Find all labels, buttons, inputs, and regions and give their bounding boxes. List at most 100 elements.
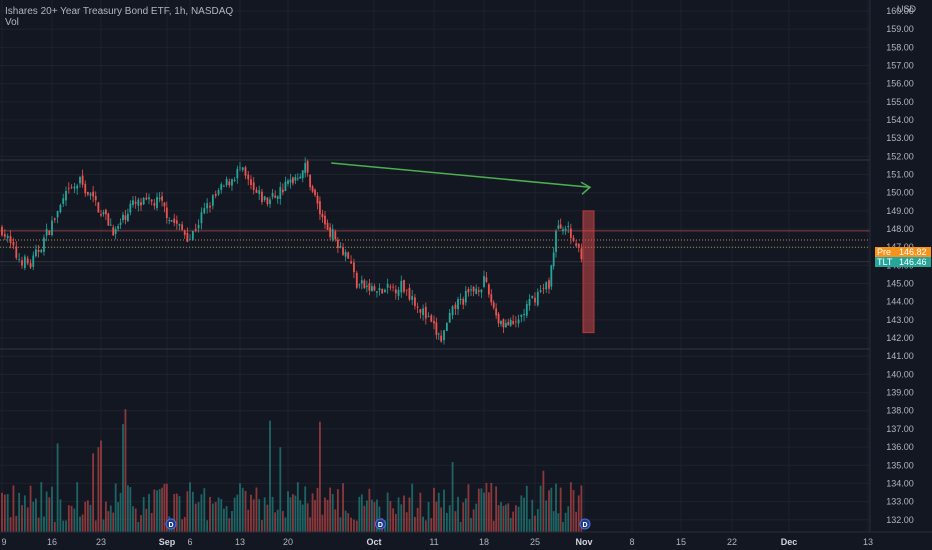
- candle-body[interactable]: [191, 230, 194, 240]
- candle-body[interactable]: [542, 287, 545, 289]
- candle-body[interactable]: [435, 322, 438, 335]
- candle-body[interactable]: [114, 229, 117, 234]
- candle-body[interactable]: [292, 177, 294, 184]
- candle-body[interactable]: [233, 179, 236, 181]
- candle-body[interactable]: [384, 289, 386, 293]
- candle-body[interactable]: [53, 218, 56, 220]
- candle-body[interactable]: [472, 287, 475, 292]
- candle-body[interactable]: [405, 289, 408, 291]
- candle-body[interactable]: [112, 227, 115, 236]
- trend-arrow-line[interactable]: [331, 162, 591, 188]
- candle-body[interactable]: [430, 315, 433, 322]
- candle-body[interactable]: [252, 182, 255, 191]
- candle-body[interactable]: [394, 289, 397, 294]
- candle-body[interactable]: [490, 294, 493, 303]
- candle-body[interactable]: [509, 319, 512, 326]
- candle-body[interactable]: [261, 191, 263, 202]
- candle-body[interactable]: [97, 202, 100, 213]
- candle-body[interactable]: [448, 312, 451, 323]
- candle-body[interactable]: [311, 186, 314, 192]
- candle-body[interactable]: [86, 191, 89, 195]
- candle-body[interactable]: [329, 227, 332, 238]
- candle-body[interactable]: [117, 226, 120, 229]
- dividend-marker-icon[interactable]: [165, 518, 177, 530]
- candle-body[interactable]: [94, 195, 97, 201]
- candle-body[interactable]: [15, 246, 18, 258]
- candle-body[interactable]: [445, 323, 448, 331]
- candle-body[interactable]: [250, 179, 252, 185]
- candle-body[interactable]: [239, 167, 241, 169]
- candle-body[interactable]: [577, 243, 580, 248]
- candle-body[interactable]: [381, 288, 384, 294]
- candle-body[interactable]: [347, 252, 350, 259]
- candle-body[interactable]: [150, 199, 153, 202]
- candle-body[interactable]: [200, 212, 203, 224]
- candle-body[interactable]: [100, 214, 102, 216]
- candle-body[interactable]: [326, 222, 329, 230]
- candle-body[interactable]: [475, 288, 478, 295]
- candle-body[interactable]: [119, 222, 122, 225]
- candle-body[interactable]: [48, 230, 51, 236]
- candle-body[interactable]: [51, 220, 53, 236]
- candle-body[interactable]: [26, 258, 29, 264]
- candle-body[interactable]: [483, 276, 485, 287]
- candle-body[interactable]: [73, 186, 76, 189]
- candle-body[interactable]: [173, 218, 176, 223]
- candle-body[interactable]: [107, 213, 110, 226]
- candle-body[interactable]: [294, 177, 297, 181]
- candle-body[interactable]: [552, 252, 555, 267]
- candle-body[interactable]: [457, 299, 459, 310]
- candle-body[interactable]: [186, 232, 189, 242]
- candle-body[interactable]: [156, 196, 158, 209]
- candle-body[interactable]: [454, 304, 457, 309]
- candle-body[interactable]: [564, 228, 567, 231]
- candle-body[interactable]: [427, 316, 430, 318]
- candle-body[interactable]: [175, 220, 178, 224]
- candle-body[interactable]: [514, 321, 517, 323]
- candle-body[interactable]: [129, 203, 132, 213]
- candle-body[interactable]: [274, 195, 277, 198]
- candle-body[interactable]: [197, 224, 200, 229]
- candle-body[interactable]: [92, 191, 95, 197]
- candle-body[interactable]: [178, 223, 181, 226]
- candle-body[interactable]: [247, 174, 250, 180]
- candle-body[interactable]: [228, 181, 231, 186]
- candle-body[interactable]: [3, 234, 6, 237]
- candle-body[interactable]: [276, 196, 279, 199]
- candle-body[interactable]: [580, 248, 583, 260]
- candle-body[interactable]: [29, 263, 32, 268]
- candle-body[interactable]: [206, 203, 209, 209]
- candle-body[interactable]: [301, 170, 304, 179]
- candle-body[interactable]: [258, 190, 261, 194]
- candle-body[interactable]: [217, 190, 220, 195]
- candle-body[interactable]: [279, 187, 282, 199]
- candle-body[interactable]: [214, 193, 217, 196]
- candle-body[interactable]: [470, 289, 472, 291]
- candle-body[interactable]: [271, 193, 274, 197]
- candle-body[interactable]: [45, 229, 48, 236]
- candle-body[interactable]: [79, 177, 81, 184]
- candle-body[interactable]: [209, 205, 211, 208]
- candle-body[interactable]: [414, 297, 416, 307]
- candle-body[interactable]: [211, 195, 214, 206]
- candle-body[interactable]: [70, 186, 73, 188]
- candle-body[interactable]: [459, 298, 462, 301]
- candle-body[interactable]: [76, 185, 79, 189]
- candle-body[interactable]: [562, 229, 564, 232]
- candle-body[interactable]: [487, 284, 490, 295]
- candle-body[interactable]: [21, 260, 23, 266]
- candle-body[interactable]: [158, 197, 161, 200]
- candle-body[interactable]: [321, 213, 324, 218]
- candle-body[interactable]: [89, 193, 92, 196]
- candle-body[interactable]: [411, 296, 414, 300]
- candle-body[interactable]: [244, 167, 247, 176]
- candle-body[interactable]: [306, 161, 309, 173]
- candle-body[interactable]: [569, 228, 572, 238]
- candle-body[interactable]: [520, 314, 523, 317]
- candle-body[interactable]: [451, 306, 454, 316]
- candle-body[interactable]: [392, 286, 394, 288]
- candle-body[interactable]: [1, 226, 3, 236]
- candle-body[interactable]: [360, 280, 363, 284]
- candle-body[interactable]: [344, 251, 347, 257]
- candle-body[interactable]: [269, 199, 271, 204]
